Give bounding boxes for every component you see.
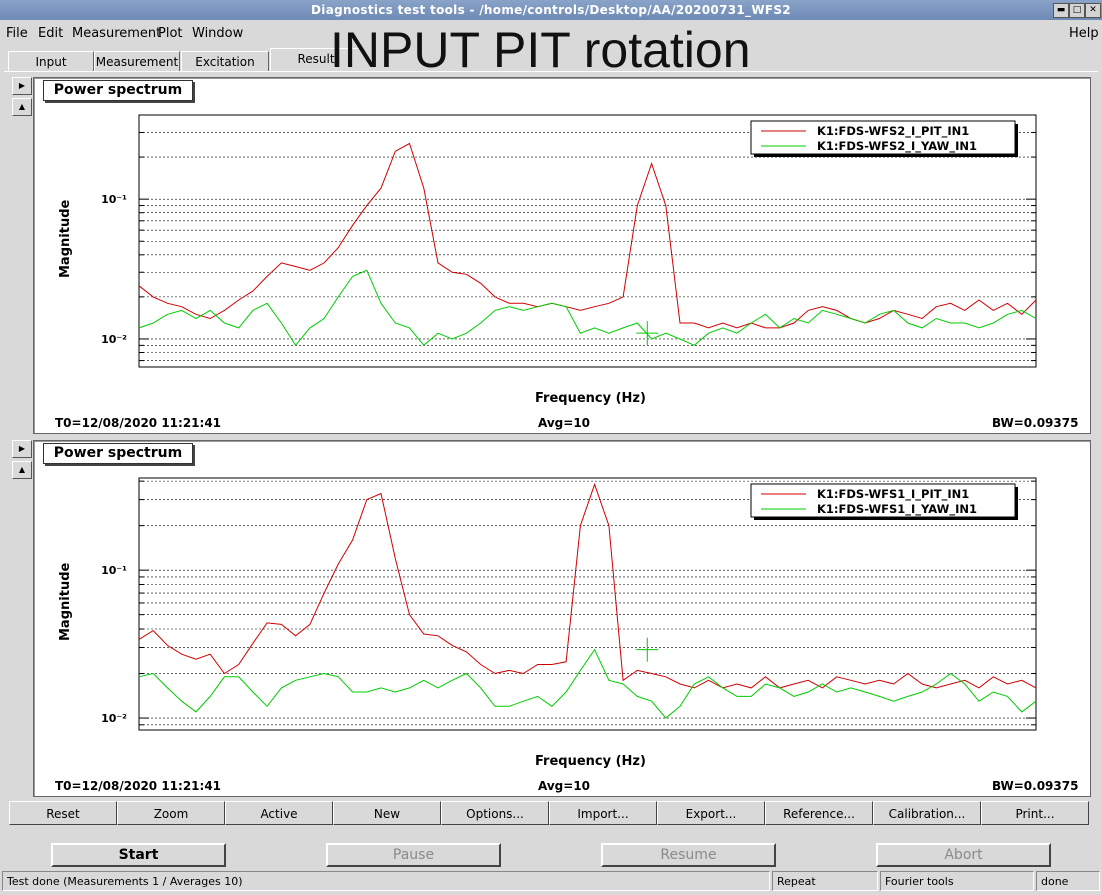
panel-title-1[interactable]: Power spectrum [43,80,193,101]
menu-window[interactable]: Window [192,26,244,41]
window-title-bar: Diagnostics test tools - /home/controls/… [0,0,1102,20]
calibration-button[interactable]: Calibration... [873,801,981,825]
avg-label-2: Avg=10 [538,779,591,793]
y-tick-label: 10⁻² [101,333,127,346]
tab-input[interactable]: Input [8,51,94,72]
x-axis-label-2: Frequency (Hz) [535,754,646,769]
start-button[interactable]: Start [51,843,226,867]
x-axis-label-1: Frequency (Hz) [535,391,646,406]
menu-measurement[interactable]: Measurement [72,26,162,41]
menu-plot[interactable]: Plot [158,26,183,41]
tab-divider [4,71,1098,72]
avg-label-1: Avg=10 [538,416,591,430]
reference-button[interactable]: Reference... [765,801,873,825]
power-spectrum-chart-1[interactable]: 10⁻¹ 10⁻² K1:FDS-WFS2_I_PIT_IN1K1:FDS-WFS2… [34,105,1088,395]
status-tool: Fourier tools [880,871,1034,891]
zoom-button[interactable]: Zoom [117,801,225,825]
tab-measurement[interactable]: Measurement [94,51,180,72]
t0-label-1: T0=12/08/2020 11:21:41 [55,416,222,430]
legend[interactable] [750,483,1016,518]
abort-button[interactable]: Abort [876,843,1051,867]
tab-excitation[interactable]: Excitation [181,51,269,72]
series-line-yaw [138,269,1037,347]
pause-button[interactable]: Pause [326,843,501,867]
overlay-annotation: INPUT PIT rotation [330,22,751,78]
maximize-icon[interactable]: □ [1069,3,1085,18]
expand-right-icon[interactable]: ▶ [12,440,32,458]
active-button[interactable]: Active [225,801,333,825]
menu-file[interactable]: File [6,26,28,41]
bw-label-1: BW=0.09375 [992,416,1079,430]
export-button[interactable]: Export... [657,801,765,825]
y-axis-label-1: Magnitude [58,199,73,278]
menu-help[interactable]: Help [1069,26,1099,41]
new-button[interactable]: New [333,801,441,825]
tab-result[interactable]: Result [270,48,361,71]
expand-right-icon[interactable]: ▶ [12,77,32,95]
close-icon[interactable]: ✕ [1085,3,1101,18]
status-state: done [1036,871,1100,891]
collapse-up-icon[interactable]: ▲ [12,461,32,479]
bw-label-2: BW=0.09375 [992,779,1079,793]
options-button[interactable]: Options... [441,801,549,825]
menu-bar: File Edit Measurement Plot Window Help [0,21,1102,45]
y-tick-label: 10⁻² [101,712,127,725]
t0-label-2: T0=12/08/2020 11:21:41 [55,779,222,793]
collapse-up-icon[interactable]: ▲ [12,98,32,116]
menu-edit[interactable]: Edit [38,26,64,41]
legend-entry: K1:FDS-WFS2_I_YAW_IN1 [817,139,977,154]
y-axis-label-2: Magnitude [58,562,73,641]
reset-button[interactable]: Reset [9,801,117,825]
legend-entry: K1:FDS-WFS2_I_PIT_IN1 [817,124,969,139]
print-button[interactable]: Print... [981,801,1089,825]
status-message: Test done (Measurements 1 / Averages 10) [2,871,770,891]
panel-title-2[interactable]: Power spectrum [43,443,193,464]
y-tick-label: 10⁻¹ [101,193,127,206]
series-line-yaw [138,648,1037,719]
series-line-pit [138,142,1037,329]
resume-button[interactable]: Resume [601,843,776,867]
window-title: Diagnostics test tools - /home/controls/… [311,3,791,17]
power-spectrum-chart-2[interactable]: 10⁻¹ 10⁻² K1:FDS-WFS1_I_PIT_IN1K1:FDS-WFS1… [34,468,1088,758]
y-tick-label: 10⁻¹ [101,564,127,577]
status-mode: Repeat [772,871,878,891]
legend-entry: K1:FDS-WFS1_I_YAW_IN1 [817,502,977,517]
legend[interactable] [750,120,1016,155]
minimize-icon[interactable]: ▬ [1053,3,1069,18]
series-line-pit [138,482,1037,689]
import-button[interactable]: Import... [549,801,657,825]
legend-entry: K1:FDS-WFS1_I_PIT_IN1 [817,487,969,502]
